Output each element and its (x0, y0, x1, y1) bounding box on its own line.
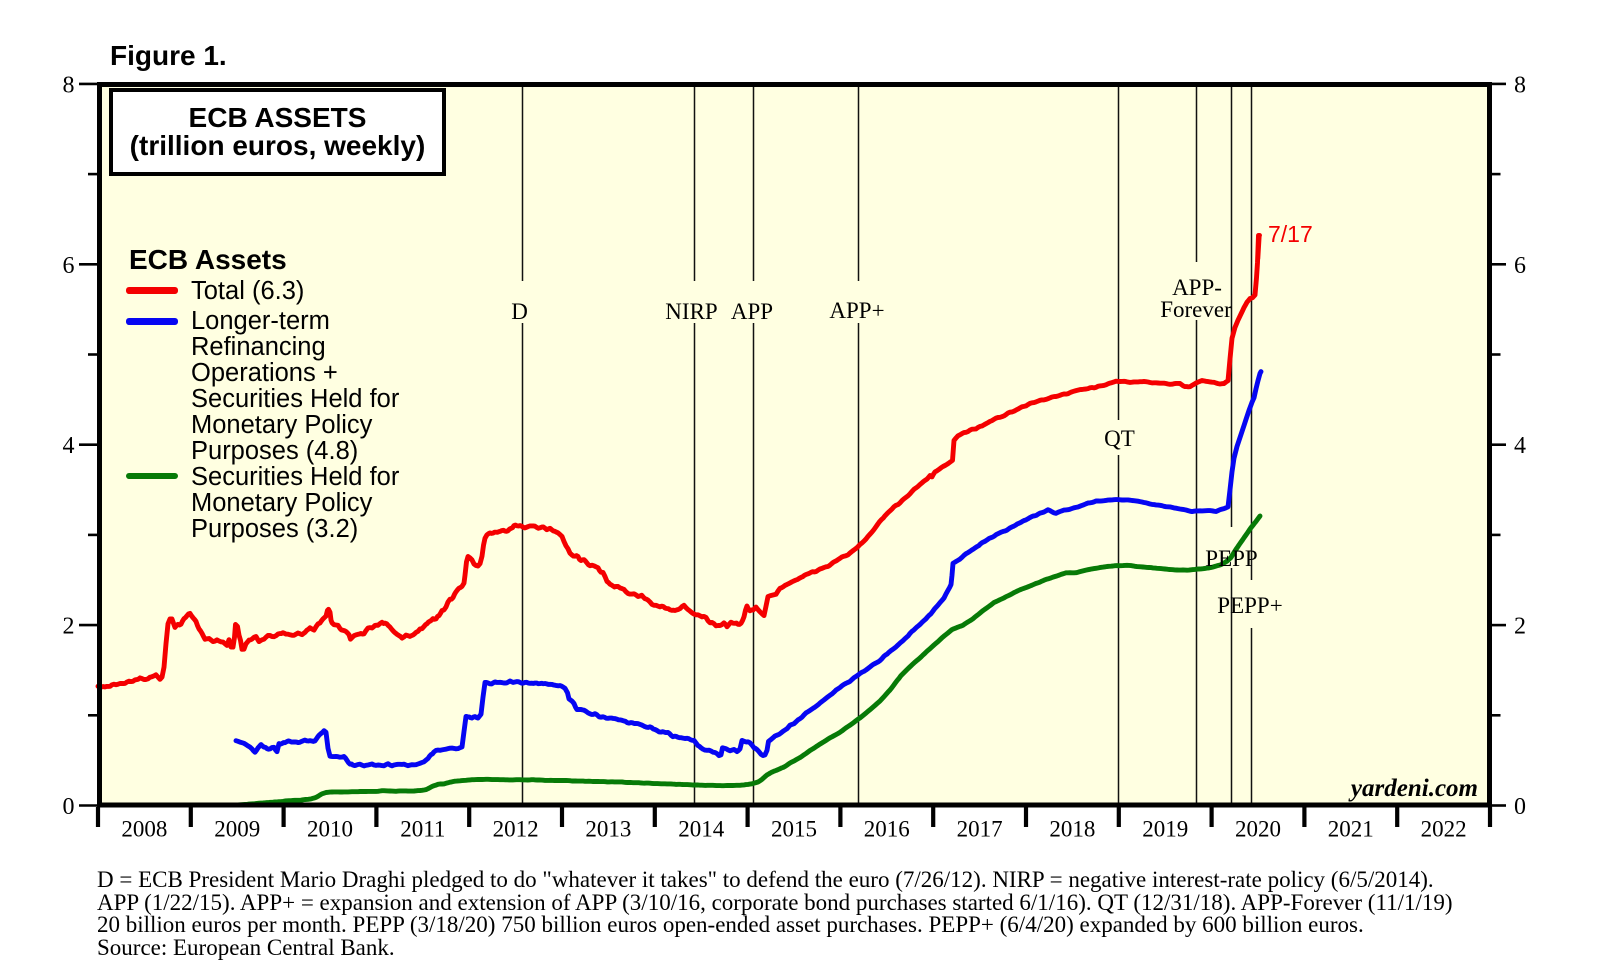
svg-text:2009: 2009 (214, 817, 260, 842)
svg-text:PEPP: PEPP (1205, 546, 1257, 571)
svg-text:APP-: APP- (1172, 275, 1222, 300)
svg-text:2018: 2018 (1049, 817, 1095, 842)
svg-text:2020: 2020 (1235, 817, 1281, 842)
svg-text:2016: 2016 (864, 817, 910, 842)
svg-text:2012: 2012 (493, 817, 539, 842)
svg-text:2015: 2015 (771, 817, 817, 842)
svg-text:4: 4 (63, 433, 75, 459)
svg-text:APP+: APP+ (829, 298, 884, 323)
svg-text:4: 4 (1514, 433, 1526, 459)
svg-text:Forever: Forever (1160, 297, 1232, 322)
svg-text:0: 0 (63, 794, 75, 820)
svg-text:2011: 2011 (400, 817, 445, 842)
svg-text:2019: 2019 (1142, 817, 1188, 842)
svg-text:QT: QT (1104, 426, 1135, 451)
svg-text:PEPP+: PEPP+ (1217, 593, 1282, 618)
svg-text:2: 2 (1514, 614, 1526, 640)
svg-text:2013: 2013 (585, 817, 631, 842)
svg-text:8: 8 (63, 72, 75, 98)
svg-text:8: 8 (1514, 72, 1526, 98)
svg-text:0: 0 (1514, 794, 1526, 820)
svg-text:APP: APP (731, 299, 773, 324)
svg-text:2021: 2021 (1328, 817, 1374, 842)
svg-text:NIRP: NIRP (665, 299, 717, 324)
svg-text:D: D (511, 299, 528, 324)
svg-text:2010: 2010 (307, 817, 353, 842)
svg-text:2017: 2017 (957, 817, 1003, 842)
svg-text:6: 6 (63, 253, 75, 279)
svg-text:2: 2 (63, 614, 75, 640)
svg-text:2014: 2014 (678, 817, 725, 842)
svg-text:6: 6 (1514, 253, 1526, 279)
svg-text:2008: 2008 (121, 817, 167, 842)
svg-text:7/17: 7/17 (1268, 221, 1313, 247)
svg-text:2022: 2022 (1421, 817, 1467, 842)
svg-text:yardeni.com: yardeni.com (1348, 775, 1478, 802)
